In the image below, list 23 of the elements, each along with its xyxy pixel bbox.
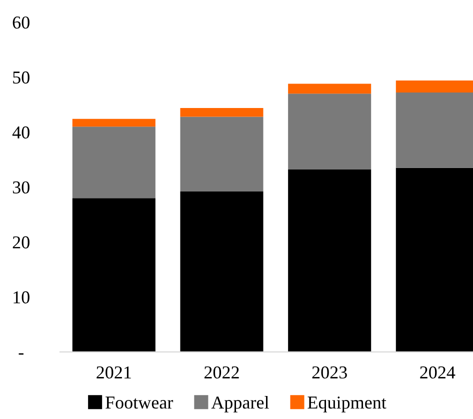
y-tick-label: 20 (12, 236, 30, 248)
y-tick-label: - (18, 353, 24, 355)
y-tick-label: 60 (12, 16, 30, 29)
legend-label: Equipment (308, 396, 386, 412)
bar (72, 126, 156, 198)
legend-label: Footwear (106, 396, 174, 409)
x-tick-label: 2021 (96, 366, 131, 379)
bar (180, 108, 264, 117)
bar (72, 198, 156, 352)
y-tick-label: 10 (14, 291, 30, 304)
y-tick-label: 30 (12, 181, 30, 194)
x-tick-label: 2024 (420, 366, 456, 379)
x-tick-label: 2022 (204, 366, 239, 379)
bar (288, 94, 372, 170)
bar (180, 116, 264, 192)
bar (72, 118, 156, 127)
x-tick-label: 2023 (312, 366, 347, 379)
legend-label: Apparel (211, 396, 269, 412)
y-tick-label: 50 (13, 71, 30, 84)
bar (288, 169, 372, 352)
bar (288, 84, 372, 94)
y-tick-label: 40 (12, 126, 30, 139)
bar (180, 191, 264, 352)
